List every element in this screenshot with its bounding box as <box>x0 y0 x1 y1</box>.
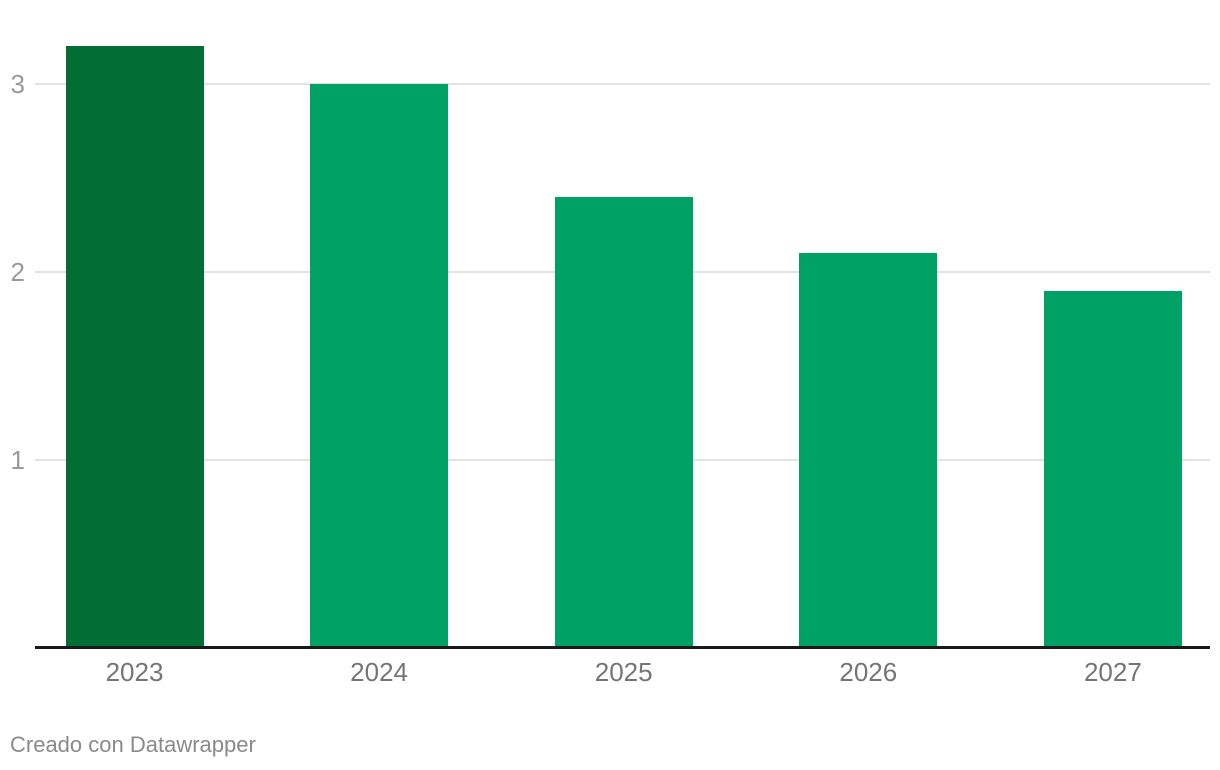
x-axis-line <box>35 646 1210 649</box>
bar-2027[interactable] <box>1043 290 1182 648</box>
y-axis-tick-label-2: 2 <box>10 257 25 287</box>
bar-2023[interactable] <box>65 46 204 648</box>
bar-2024[interactable] <box>310 84 449 648</box>
x-axis-label-2026: 2026 <box>839 657 898 687</box>
bar-2025[interactable] <box>554 196 693 648</box>
gridline-3 <box>35 83 1210 85</box>
y-axis-tick-label-1: 1 <box>10 445 25 475</box>
x-axis-label-2024: 2024 <box>350 657 409 687</box>
bar-2026[interactable] <box>799 253 938 648</box>
x-axis-label-2025: 2025 <box>594 657 653 687</box>
x-axis-label-2027: 2027 <box>1083 657 1142 687</box>
plot-area: 1 2 3 2023 2024 2025 2026 2027 <box>10 46 1210 687</box>
x-axis-label-2023: 2023 <box>105 657 164 687</box>
y-axis-tick-label-3: 3 <box>10 69 25 99</box>
attribution-text: Creado con Datawrapper <box>10 732 256 757</box>
